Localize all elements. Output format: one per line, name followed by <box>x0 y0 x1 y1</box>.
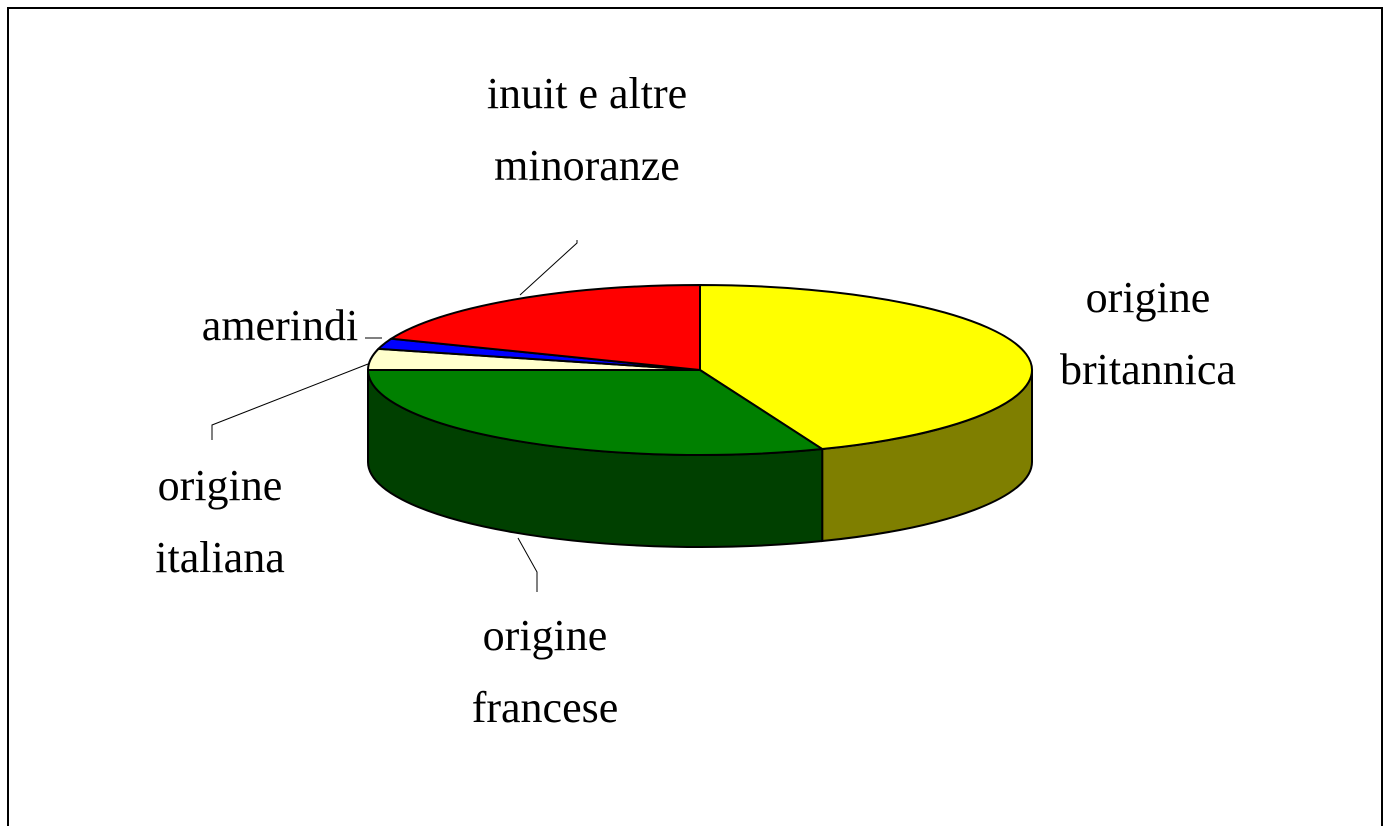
pie-slice <box>366 369 826 456</box>
slice-label: origine francese <box>472 611 619 732</box>
chart-border <box>7 7 1383 826</box>
pie-slice <box>699 283 1033 451</box>
pie-slice <box>388 283 701 372</box>
pie <box>366 283 1033 548</box>
labels: origine britannica origine francese origine i… <box>155 69 1236 732</box>
slice-label: inuit e altre minoranze <box>487 69 687 190</box>
slice-label: amerindi <box>202 301 358 350</box>
leader-line <box>519 240 578 296</box>
leader-lines <box>211 240 578 592</box>
leader-line <box>211 363 369 440</box>
slice-label: origine britannica <box>1060 273 1236 394</box>
leader-line <box>517 537 538 592</box>
slice-label: origine italiana <box>155 461 285 582</box>
